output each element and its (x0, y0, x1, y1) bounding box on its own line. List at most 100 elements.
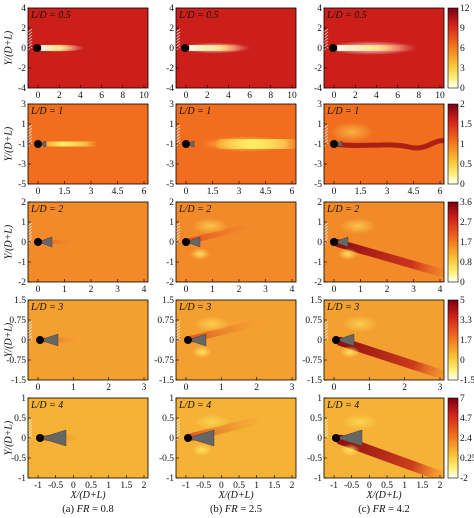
y-tick-label: -4 (314, 84, 322, 94)
y-tick-label: 4 (317, 4, 322, 14)
splitter-plate (335, 429, 363, 447)
y-tick-label: 0 (317, 44, 322, 54)
cylinder (332, 336, 340, 344)
y-tick-label: -5 (314, 180, 322, 190)
y-tick-label: 0.75 (9, 316, 26, 326)
cylinder (33, 44, 41, 52)
y-tick-label: -1 (166, 258, 174, 268)
x-tick-label: 4 (226, 91, 231, 101)
x-tick-label: 0 (332, 383, 337, 393)
wake-jet (333, 239, 444, 277)
x-tick-label: 3 (115, 285, 120, 295)
y-tick-label: -1 (166, 140, 174, 150)
x-tick-label: 6 (99, 91, 104, 101)
y-tick-label: 1 (21, 218, 26, 228)
colorbar-gradient (447, 201, 459, 283)
y-tick-label: 0 (21, 336, 26, 346)
wall-hatch (28, 222, 33, 245)
y-tick-label: 1 (317, 120, 322, 130)
colorbar-tick-label: 9 (460, 24, 465, 34)
x-tick-label: 2 (353, 91, 358, 101)
y-tick-label: 2 (21, 198, 26, 208)
x-tick-label: 6 (438, 187, 443, 197)
shear-layer (330, 122, 374, 142)
colorbar-tick-label: 1.5 (460, 120, 472, 130)
x-tick-label: 2 (142, 481, 147, 491)
x-tick-label: 4.5 (112, 187, 124, 197)
shear-layer (340, 346, 360, 358)
colorbar-tick-label: 3.6 (460, 198, 472, 208)
cylinder (184, 434, 192, 442)
y-tick-label: -5 (166, 180, 174, 190)
wall-hatch (324, 418, 329, 441)
y-tick-label: 0 (21, 434, 26, 444)
colorbar-tick-label: 1 (460, 140, 465, 150)
cylinder (329, 44, 337, 52)
shear-layer (340, 218, 376, 234)
colorbar-tick-label: 1.7 (460, 336, 472, 346)
panel-label: L/D = 2 (30, 204, 63, 215)
x-tick-label: 2 (254, 383, 259, 393)
x-tick-label: 4 (290, 285, 295, 295)
shear-layer (192, 444, 212, 456)
panel-label: L/D = 1 (30, 106, 63, 117)
y-tick-label: -1.5 (11, 376, 26, 386)
wake-jet (37, 45, 77, 51)
y-tick-label: 1 (169, 120, 174, 130)
y-tick-label: 0 (317, 434, 322, 444)
wall-hatch (324, 222, 329, 245)
y-tick-label: -1 (18, 140, 26, 150)
colorbar-gradient (447, 299, 459, 381)
panel-label: L/D = 4 (178, 400, 211, 411)
x-tick-label: 1 (71, 383, 76, 393)
y-tick-label: 0 (21, 44, 26, 54)
panel-label: L/D = 2 (326, 204, 359, 215)
colorbar-gradient (447, 397, 459, 479)
colorbar-tick-label: 6 (460, 44, 465, 54)
colorbar-row3: 3.6 2.7 1.7 0.8 0 (447, 198, 472, 288)
colorbar-tick-label: 0.5 (460, 160, 472, 170)
column-caption: (a) FR = 0.8 (62, 504, 113, 515)
x-tick-label: -1 (330, 481, 338, 491)
y-axis-label: Y/(D+L) (3, 224, 14, 259)
x-tick-label: 1.5 (268, 481, 280, 491)
x-tick-label: 2 (205, 91, 210, 101)
cylinder (330, 140, 338, 148)
splitter-plate (335, 333, 355, 347)
y-tick-label: 1.5 (310, 296, 322, 306)
panel-row2-col3: L/D = 1 3 1 -1 -3 -5 0 1.5 3 4.5 6 (314, 100, 445, 197)
y-tick-label: -0.5 (11, 454, 26, 464)
x-tick-label: 1.5 (416, 481, 428, 491)
y-tick-label: 1 (317, 394, 322, 404)
y-tick-label: 0.75 (305, 316, 322, 326)
x-tick-label: 0 (184, 91, 189, 101)
colorbar-tick-label: 12 (460, 4, 470, 14)
colorbar-row2: 2 1.5 1 0.5 0 (447, 100, 472, 190)
x-tick-label: 0 (332, 91, 337, 101)
y-tick-label: -1 (166, 474, 174, 484)
splitter-plate (333, 236, 349, 248)
y-tick-label: 1 (21, 120, 26, 130)
x-tick-label: -0.5 (344, 481, 359, 491)
wall-hatch (176, 222, 181, 245)
panel-label: L/D = 1 (326, 106, 359, 117)
y-tick-label: -0.5 (159, 454, 174, 464)
x-tick-label: 6 (395, 91, 400, 101)
x-axis-label: X/(D+L) (365, 490, 402, 501)
y-tick-label: -1.5 (307, 376, 322, 386)
y-tick-label: 1 (169, 394, 174, 404)
splitter-plate (187, 333, 207, 347)
y-tick-label: 0 (21, 238, 26, 248)
panel-row5-col1: L/D = 4 1 0.5 0 -0.5 -1 -1 -0.5 0 0.5 1 1.5 2 X/(D+L) (11, 394, 149, 501)
y-tick-label: 0.75 (157, 316, 174, 326)
x-axis-label: X/(D+L) (69, 490, 106, 501)
x-tick-label: -0.5 (48, 481, 63, 491)
x-tick-label: 1 (358, 285, 363, 295)
x-tick-label: 3 (290, 383, 295, 393)
panel-row1-col2: L/D = 0.5 4 2 0 -2 -4 0 2 4 6 8 10 (166, 4, 297, 101)
y-tick-label: 0 (317, 238, 322, 248)
wall-hatch (176, 320, 181, 343)
y-tick-label: -2 (166, 64, 174, 74)
y-tick-label: -1 (18, 258, 26, 268)
splitter-plate (185, 236, 201, 248)
